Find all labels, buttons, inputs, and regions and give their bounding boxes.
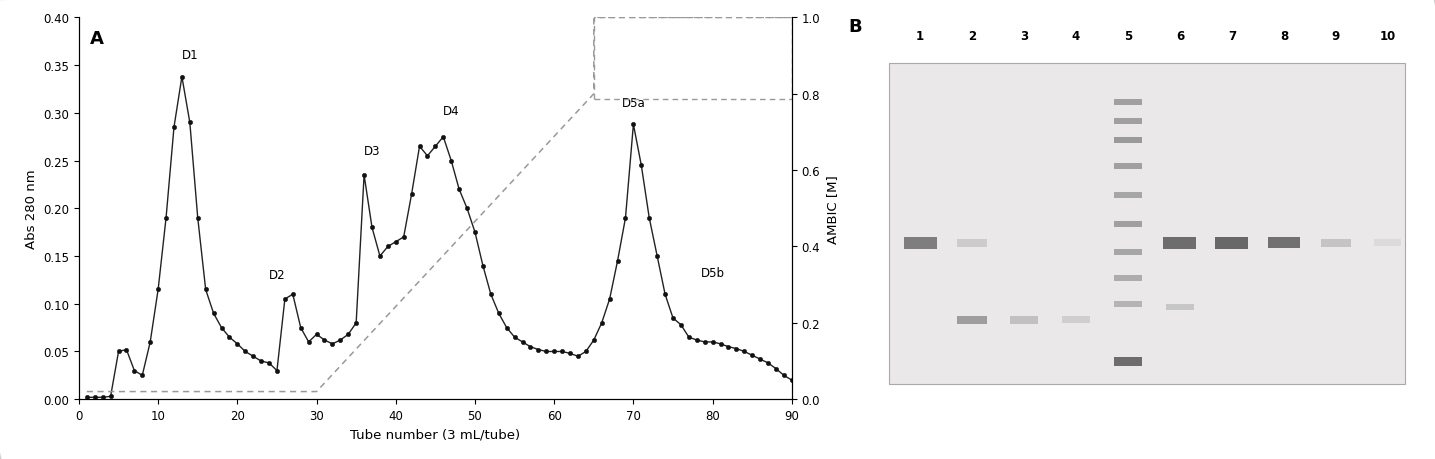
Bar — [957, 239, 987, 247]
Text: D1: D1 — [181, 49, 198, 62]
X-axis label: Tube number (3 mL/tube): Tube number (3 mL/tube) — [350, 427, 521, 441]
Text: 6: 6 — [1175, 30, 1184, 43]
Bar — [1114, 138, 1142, 144]
Bar — [904, 238, 937, 249]
Bar — [1164, 238, 1197, 249]
Bar — [888, 64, 1405, 384]
Bar — [1010, 316, 1039, 324]
Bar — [1114, 250, 1142, 256]
Bar — [1269, 238, 1300, 249]
Text: 7: 7 — [1228, 30, 1236, 43]
Y-axis label: AMBIC [M]: AMBIC [M] — [825, 174, 838, 243]
Bar — [1215, 238, 1248, 249]
Text: 1: 1 — [916, 30, 924, 43]
Bar — [1114, 100, 1142, 106]
Text: 10: 10 — [1379, 30, 1396, 43]
Text: D3: D3 — [363, 145, 380, 157]
Text: D5b: D5b — [700, 266, 725, 280]
Text: D2: D2 — [268, 268, 286, 281]
Text: 5: 5 — [1124, 30, 1132, 43]
Text: A: A — [89, 30, 103, 48]
Text: 4: 4 — [1072, 30, 1081, 43]
Text: 2: 2 — [969, 30, 976, 43]
Bar — [1114, 275, 1142, 281]
Text: 3: 3 — [1020, 30, 1027, 43]
Text: 9: 9 — [1332, 30, 1340, 43]
Bar — [1167, 304, 1194, 311]
Bar — [1114, 301, 1142, 307]
Bar — [1062, 317, 1089, 324]
Bar — [1114, 192, 1142, 198]
Bar — [1322, 239, 1350, 247]
Bar — [1115, 358, 1142, 366]
Text: 8: 8 — [1280, 30, 1289, 43]
Bar — [1114, 221, 1142, 227]
Text: B: B — [850, 18, 862, 36]
Bar — [957, 316, 987, 324]
Bar — [1114, 163, 1142, 169]
Y-axis label: Abs 280 nm: Abs 280 nm — [24, 169, 37, 249]
Bar — [1375, 240, 1402, 247]
Text: D5a: D5a — [621, 97, 646, 110]
Text: D4: D4 — [443, 105, 459, 118]
Bar — [1114, 118, 1142, 125]
